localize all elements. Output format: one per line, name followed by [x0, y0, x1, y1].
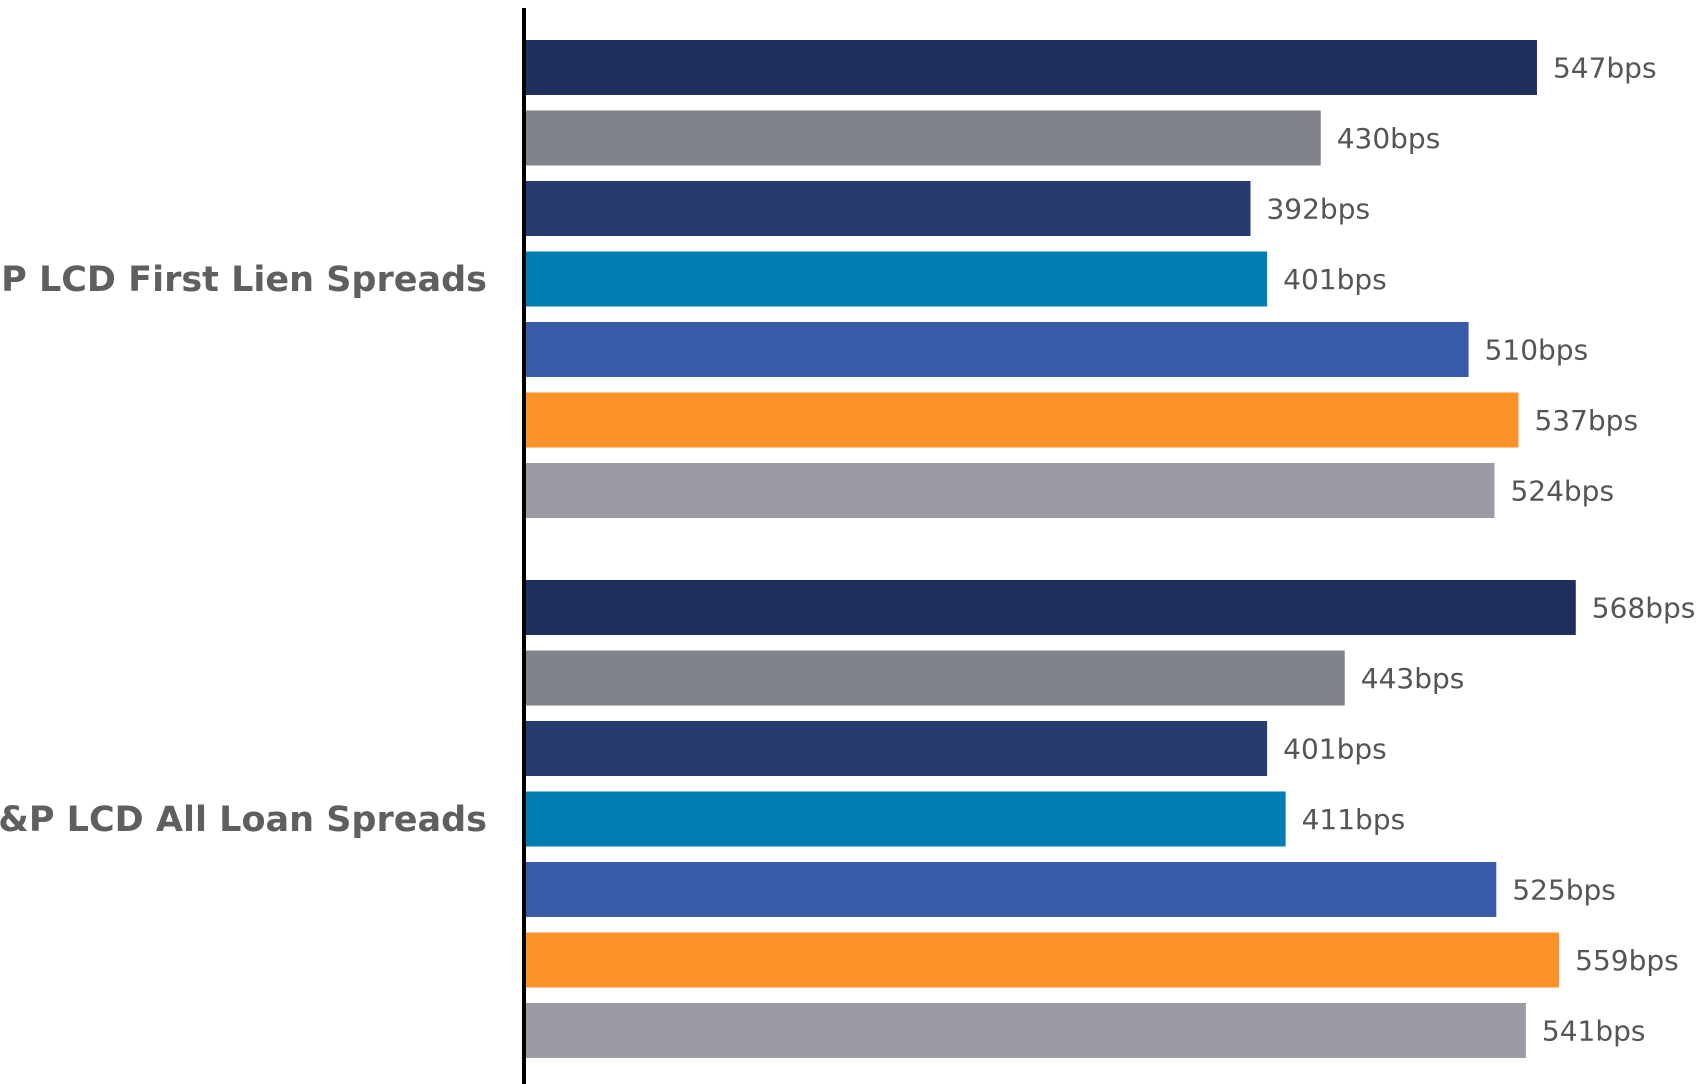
bar-2-2 [526, 650, 1345, 706]
bar-2-6 [526, 932, 1560, 988]
category-label: S&P LCD First Lien Spreads [0, 260, 487, 300]
bar-2-3 [526, 721, 1268, 776]
bar-1-7 [526, 463, 1495, 518]
bar-value-label: 524bps [1510, 475, 1614, 508]
bar-1-4 [526, 251, 1268, 307]
bar-value-label: 392bps [1266, 193, 1370, 226]
bar-1-6 [526, 392, 1519, 448]
bar-value-label: 430bps [1337, 122, 1441, 155]
bar-value-label: 525bps [1512, 874, 1616, 907]
bar-2-1 [526, 580, 1576, 635]
bar-2-7 [526, 1003, 1526, 1058]
bar-value-label: 401bps [1283, 263, 1387, 296]
bar-value-label: 559bps [1575, 944, 1679, 977]
bar-value-label: 568bps [1592, 592, 1696, 625]
bars-layer [526, 40, 1576, 1058]
bar-value-label: 411bps [1302, 803, 1406, 836]
bar-1-1 [526, 40, 1537, 95]
category-label: S&P LCD All Loan Spreads [0, 800, 487, 840]
labels-layer: 547bps 430bps 392bps 401bps 510bps 537bps 524b… [0, 52, 1695, 1048]
bar-1-5 [526, 322, 1469, 377]
bar-2-5 [526, 862, 1497, 917]
bar-value-label: 547bps [1553, 52, 1657, 85]
bar-1-2 [526, 110, 1321, 166]
bar-value-label: 510bps [1485, 334, 1589, 367]
bar-value-label: 443bps [1361, 662, 1465, 695]
bar-2-4 [526, 791, 1286, 847]
bar-value-label: 401bps [1283, 733, 1387, 766]
bar-value-label: 541bps [1542, 1015, 1646, 1048]
bar-value-label: 537bps [1534, 404, 1638, 437]
bar-1-3 [526, 181, 1251, 236]
